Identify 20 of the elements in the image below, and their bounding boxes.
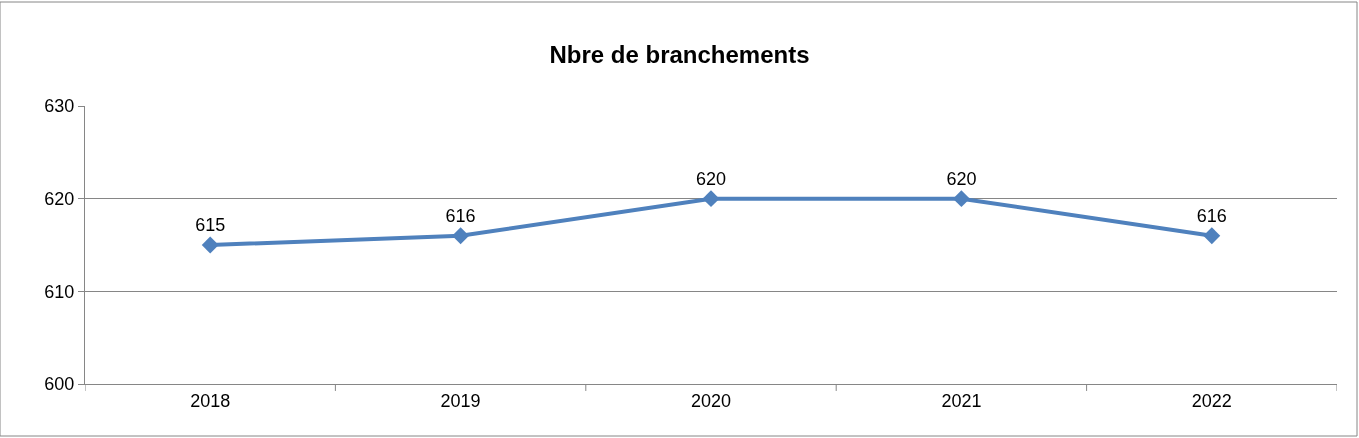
point [1203, 227, 1221, 245]
point [952, 190, 970, 208]
y-tick-label: 600 [44, 374, 75, 395]
chart-title: Nbre de branchements [549, 41, 810, 69]
y-tick-label: 620 [44, 188, 75, 209]
x-tick-label: 2022 [1191, 390, 1232, 411]
x-tick-label: 2018 [190, 390, 231, 411]
y-tick-label: 610 [44, 281, 75, 302]
data-label: 615 [195, 215, 226, 236]
data-label: 620 [946, 169, 977, 190]
data-label: 616 [1196, 206, 1227, 227]
y-tick-label: 630 [44, 96, 75, 117]
x-tick-label: 2020 [690, 390, 732, 411]
data-label: 620 [695, 169, 727, 190]
point [201, 236, 219, 254]
x-tick-label: 2019 [440, 390, 481, 411]
x-tick-label: 2021 [941, 390, 982, 411]
point [452, 227, 470, 245]
data-label: 616 [445, 206, 476, 227]
point [702, 190, 720, 208]
